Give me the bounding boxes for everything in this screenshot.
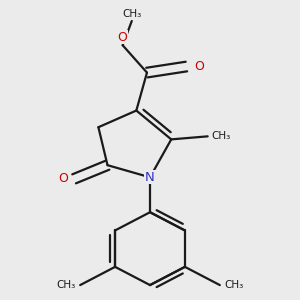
- Text: CH₃: CH₃: [56, 280, 76, 290]
- Text: O: O: [118, 31, 128, 44]
- Text: CH₃: CH₃: [224, 280, 244, 290]
- Text: CH₃: CH₃: [211, 131, 231, 141]
- Text: O: O: [194, 60, 204, 73]
- Text: O: O: [58, 172, 68, 185]
- Text: N: N: [145, 171, 155, 184]
- Text: CH₃: CH₃: [122, 9, 141, 19]
